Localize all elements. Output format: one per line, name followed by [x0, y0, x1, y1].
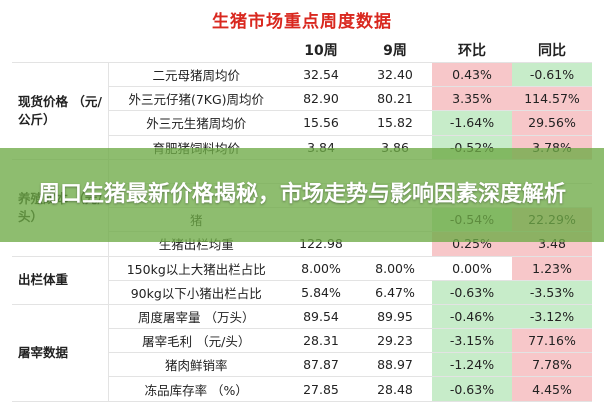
- week9-cell: 89.95: [377, 308, 413, 324]
- mom-cell: 0.43%: [432, 62, 512, 87]
- yoy-cell: 114.57%: [512, 86, 592, 111]
- yoy-cell: 77.16%: [512, 328, 592, 353]
- week9-cell: 29.23: [377, 333, 413, 349]
- mom-cell: -1.24%: [432, 352, 512, 377]
- header-metric: [108, 38, 284, 63]
- table-title-bar: 生猪市场重点周度数据: [0, 0, 604, 38]
- metric-cell: 90kg以下小猪出栏占比: [130, 285, 262, 301]
- mom-cell: 0.00%: [452, 260, 492, 276]
- header-yoy: 同比: [538, 43, 566, 59]
- category-cell: 现货价格 （元/公斤）: [12, 62, 109, 160]
- header-week10: 10周: [304, 43, 338, 59]
- table-row: 90kg以下小猪出栏占比 5.84% 6.47% -0.63% -3.53%: [12, 280, 592, 305]
- week10-cell: 5.84%: [301, 284, 341, 300]
- header-category: [12, 38, 108, 63]
- yoy-cell: -3.53%: [512, 280, 592, 305]
- header-row: 10周 9周 环比 同比: [12, 38, 592, 63]
- metric-cell: 猪肉鲜销率: [164, 358, 228, 374]
- metric-cell: 外三元仔猪(7KG)周均价: [128, 92, 265, 108]
- week9-cell: 80.21: [377, 91, 413, 107]
- mom-cell: 3.35%: [432, 86, 512, 111]
- week9-cell: 6.47%: [375, 284, 415, 300]
- week9-cell: 15.82: [377, 115, 413, 131]
- table-row: 屠宰毛利 （元/头） 28.31 29.23 -3.15% 77.16%: [12, 328, 592, 353]
- week10-cell: 8.00%: [301, 260, 341, 276]
- week10-cell: 27.85: [303, 381, 339, 397]
- table-row: 屠宰数据 周度屠宰量 （万头） 89.54 89.95 -0.46% -3.12%: [12, 304, 592, 402]
- mom-cell: -1.64%: [432, 110, 512, 136]
- week9-cell: 28.48: [377, 381, 413, 397]
- yoy-cell: 7.78%: [512, 352, 592, 377]
- mom-cell: -3.15%: [432, 328, 512, 353]
- table-title: 生猪市场重点周度数据: [212, 11, 392, 32]
- category-cell: 出栏体重: [12, 256, 109, 305]
- table-row: 猪肉鲜销率 87.87 88.97 -1.24% 7.78%: [12, 352, 592, 377]
- metric-cell: 外三元生猪周均价: [146, 116, 247, 132]
- headline-text: 周口生猪最新价格揭秘，市场走势与影响因素深度解析: [37, 182, 566, 207]
- table-row: 现货价格 （元/公斤） 二元母猪周均价 32.54 32.40 0.43% -0.61%: [12, 62, 592, 160]
- mom-cell: -0.63%: [432, 280, 512, 305]
- mom-cell: -0.46%: [432, 304, 512, 329]
- week10-cell: 15.56: [303, 115, 339, 131]
- week9-cell: 88.97: [377, 357, 413, 373]
- category-cell: 屠宰数据: [12, 304, 109, 402]
- week10-cell: 28.31: [303, 333, 339, 349]
- metric-cell: 二元母猪周均价: [152, 68, 240, 84]
- metric-cell: 周度屠宰量 （万头）: [138, 309, 255, 325]
- yoy-cell: -0.61%: [512, 62, 592, 87]
- yoy-cell: 29.56%: [512, 110, 592, 136]
- week10-cell: 82.90: [303, 91, 339, 107]
- week9-cell: 32.40: [377, 67, 413, 83]
- week10-cell: 32.54: [303, 67, 339, 83]
- header-week9: 9周: [383, 43, 407, 59]
- week9-cell: 8.00%: [375, 260, 415, 276]
- mom-cell: -0.63%: [432, 376, 512, 402]
- yoy-cell: 1.23%: [512, 256, 592, 281]
- yoy-cell: 4.45%: [512, 376, 592, 402]
- header-mom: 环比: [458, 43, 486, 59]
- week10-cell: 89.54: [303, 308, 339, 324]
- headline-banner: 周口生猪最新价格揭秘，市场走势与影响因素深度解析: [0, 148, 604, 242]
- table-row: 外三元仔猪(7KG)周均价 82.90 80.21 3.35% 114.57%: [12, 86, 592, 111]
- metric-cell: 冻品库存率 （%）: [144, 382, 248, 398]
- week10-cell: 87.87: [303, 357, 339, 373]
- table-row: 出栏体重 150kg以上大猪出栏占比 8.00% 8.00% 0.00% 1.23%: [12, 256, 592, 305]
- metric-cell: 屠宰毛利 （元/头）: [142, 334, 251, 350]
- table-row: 外三元生猪周均价 15.56 15.82 -1.64% 29.56%: [12, 110, 592, 136]
- yoy-cell: -3.12%: [512, 304, 592, 329]
- metric-cell: 150kg以上大猪出栏占比: [126, 261, 266, 277]
